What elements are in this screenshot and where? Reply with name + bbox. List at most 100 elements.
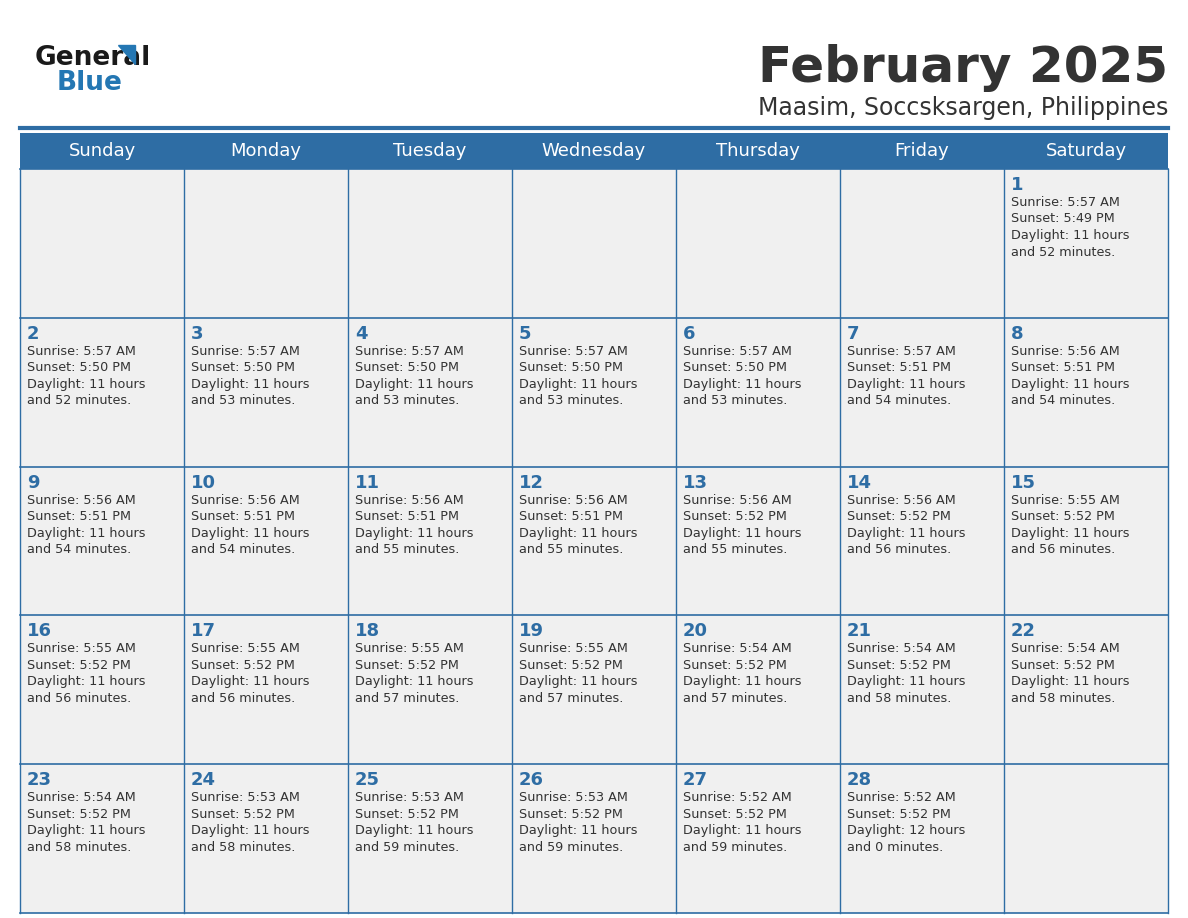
Bar	[348, 318, 512, 466]
Text: Sunset: 5:52 PM: Sunset: 5:52 PM	[355, 808, 459, 821]
Text: 4: 4	[355, 325, 367, 342]
Text: and 58 minutes.: and 58 minutes.	[191, 841, 296, 854]
Bar	[184, 318, 348, 466]
Bar	[840, 318, 1004, 466]
Text: Sunset: 5:52 PM: Sunset: 5:52 PM	[847, 510, 950, 523]
Text: Sunrise: 5:57 AM: Sunrise: 5:57 AM	[1011, 196, 1120, 209]
Text: and 57 minutes.: and 57 minutes.	[355, 692, 460, 705]
Text: Sunrise: 5:57 AM: Sunrise: 5:57 AM	[847, 345, 956, 358]
Text: 18: 18	[355, 622, 380, 641]
Text: General: General	[34, 45, 151, 71]
Text: Sunrise: 5:56 AM: Sunrise: 5:56 AM	[847, 494, 956, 507]
Bar	[676, 169, 840, 318]
Text: 6: 6	[683, 325, 695, 342]
Bar	[20, 764, 184, 913]
Text: Sunrise: 5:53 AM: Sunrise: 5:53 AM	[519, 791, 628, 804]
Text: and 52 minutes.: and 52 minutes.	[1011, 245, 1116, 259]
Text: Daylight: 11 hours: Daylight: 11 hours	[27, 527, 145, 540]
Bar	[20, 318, 184, 466]
Bar	[512, 466, 676, 615]
Text: and 54 minutes.: and 54 minutes.	[847, 395, 952, 408]
Text: Sunset: 5:52 PM: Sunset: 5:52 PM	[1011, 659, 1114, 672]
Text: 27: 27	[683, 771, 708, 789]
Text: Sunset: 5:52 PM: Sunset: 5:52 PM	[519, 808, 623, 821]
Text: Sunset: 5:52 PM: Sunset: 5:52 PM	[683, 510, 786, 523]
Text: Sunset: 5:52 PM: Sunset: 5:52 PM	[519, 659, 623, 672]
Text: 17: 17	[191, 622, 216, 641]
Text: Wednesday: Wednesday	[542, 142, 646, 160]
Text: Daylight: 11 hours: Daylight: 11 hours	[27, 676, 145, 688]
Text: Sunset: 5:52 PM: Sunset: 5:52 PM	[1011, 510, 1114, 523]
Text: Daylight: 11 hours: Daylight: 11 hours	[683, 378, 802, 391]
Text: and 55 minutes.: and 55 minutes.	[683, 543, 788, 556]
Text: and 52 minutes.: and 52 minutes.	[27, 395, 131, 408]
Text: 26: 26	[519, 771, 544, 789]
Text: and 57 minutes.: and 57 minutes.	[683, 692, 788, 705]
Text: Daylight: 11 hours: Daylight: 11 hours	[191, 378, 310, 391]
Bar	[184, 169, 348, 318]
Bar	[1004, 466, 1168, 615]
Text: Sunrise: 5:54 AM: Sunrise: 5:54 AM	[847, 643, 956, 655]
Text: Sunrise: 5:53 AM: Sunrise: 5:53 AM	[191, 791, 299, 804]
Text: Sunrise: 5:55 AM: Sunrise: 5:55 AM	[27, 643, 135, 655]
Text: Tuesday: Tuesday	[393, 142, 467, 160]
Text: and 55 minutes.: and 55 minutes.	[519, 543, 624, 556]
Text: and 58 minutes.: and 58 minutes.	[27, 841, 132, 854]
Text: and 56 minutes.: and 56 minutes.	[191, 692, 296, 705]
Text: Daylight: 11 hours: Daylight: 11 hours	[847, 527, 966, 540]
Text: Sunrise: 5:57 AM: Sunrise: 5:57 AM	[519, 345, 628, 358]
Text: Daylight: 11 hours: Daylight: 11 hours	[191, 676, 310, 688]
Text: Sunset: 5:52 PM: Sunset: 5:52 PM	[683, 808, 786, 821]
Text: Sunrise: 5:52 AM: Sunrise: 5:52 AM	[847, 791, 956, 804]
Text: Daylight: 11 hours: Daylight: 11 hours	[847, 676, 966, 688]
Text: Monday: Monday	[230, 142, 302, 160]
Text: February 2025: February 2025	[758, 44, 1168, 92]
Text: 14: 14	[847, 474, 872, 492]
Text: Daylight: 11 hours: Daylight: 11 hours	[519, 378, 638, 391]
Text: and 0 minutes.: and 0 minutes.	[847, 841, 943, 854]
Bar	[184, 615, 348, 764]
Text: Sunrise: 5:56 AM: Sunrise: 5:56 AM	[27, 494, 135, 507]
Bar	[184, 764, 348, 913]
Text: 2: 2	[27, 325, 39, 342]
Text: Sunset: 5:51 PM: Sunset: 5:51 PM	[519, 510, 623, 523]
Text: Sunset: 5:52 PM: Sunset: 5:52 PM	[355, 659, 459, 672]
Text: Daylight: 11 hours: Daylight: 11 hours	[847, 378, 966, 391]
Text: Sunset: 5:49 PM: Sunset: 5:49 PM	[1011, 212, 1114, 226]
Text: Sunset: 5:51 PM: Sunset: 5:51 PM	[27, 510, 131, 523]
Text: 13: 13	[683, 474, 708, 492]
Bar	[676, 318, 840, 466]
Text: Sunset: 5:50 PM: Sunset: 5:50 PM	[27, 362, 131, 375]
Text: Sunrise: 5:54 AM: Sunrise: 5:54 AM	[1011, 643, 1120, 655]
Text: 10: 10	[191, 474, 216, 492]
Text: 28: 28	[847, 771, 872, 789]
Text: 15: 15	[1011, 474, 1036, 492]
Text: Sunset: 5:52 PM: Sunset: 5:52 PM	[191, 659, 295, 672]
Text: Sunrise: 5:56 AM: Sunrise: 5:56 AM	[1011, 345, 1120, 358]
Bar	[676, 466, 840, 615]
Text: and 54 minutes.: and 54 minutes.	[1011, 395, 1116, 408]
Text: 25: 25	[355, 771, 380, 789]
Bar	[676, 615, 840, 764]
Bar	[20, 169, 184, 318]
Text: Sunrise: 5:56 AM: Sunrise: 5:56 AM	[355, 494, 463, 507]
Text: Sunset: 5:51 PM: Sunset: 5:51 PM	[191, 510, 295, 523]
Text: Sunset: 5:51 PM: Sunset: 5:51 PM	[847, 362, 952, 375]
Bar	[676, 764, 840, 913]
Bar	[840, 764, 1004, 913]
Text: Sunrise: 5:57 AM: Sunrise: 5:57 AM	[27, 345, 135, 358]
Text: Daylight: 11 hours: Daylight: 11 hours	[1011, 378, 1130, 391]
Text: and 54 minutes.: and 54 minutes.	[27, 543, 131, 556]
Text: Sunset: 5:52 PM: Sunset: 5:52 PM	[191, 808, 295, 821]
Bar	[20, 615, 184, 764]
Text: 20: 20	[683, 622, 708, 641]
Bar	[348, 169, 512, 318]
Text: 16: 16	[27, 622, 52, 641]
Text: Sunrise: 5:54 AM: Sunrise: 5:54 AM	[27, 791, 135, 804]
Bar	[348, 764, 512, 913]
Text: Friday: Friday	[895, 142, 949, 160]
Text: 11: 11	[355, 474, 380, 492]
Text: and 53 minutes.: and 53 minutes.	[191, 395, 296, 408]
Bar	[184, 466, 348, 615]
Text: Sunset: 5:51 PM: Sunset: 5:51 PM	[1011, 362, 1116, 375]
